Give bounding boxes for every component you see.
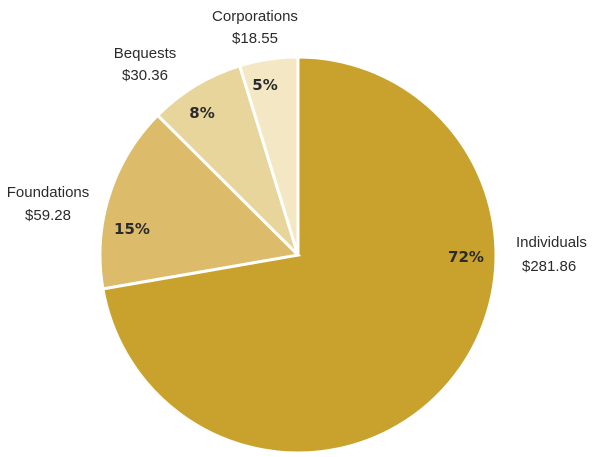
amount-label-foundations: $59.28: [25, 207, 71, 224]
amount-label-individuals: $281.86: [522, 258, 576, 275]
amount-label-bequests: $30.36: [122, 67, 168, 84]
category-label-individuals: Individuals: [516, 234, 587, 251]
percent-label-individuals: 72%: [448, 248, 484, 266]
percent-label-corporations: 5%: [252, 76, 277, 94]
percent-label-foundations: 15%: [114, 220, 150, 238]
pie-slices: [98, 55, 498, 455]
category-label-bequests: Bequests: [114, 45, 177, 62]
category-label-foundations: Foundations: [7, 184, 90, 201]
pie-slice-foundations: [98, 113, 302, 291]
percent-label-bequests: 8%: [189, 104, 214, 122]
category-label-corporations: Corporations: [212, 8, 298, 25]
pie-slice-bequests: [155, 63, 300, 257]
amount-label-corporations: $18.55: [232, 30, 278, 47]
pie-slice-corporations: [237, 55, 300, 256]
